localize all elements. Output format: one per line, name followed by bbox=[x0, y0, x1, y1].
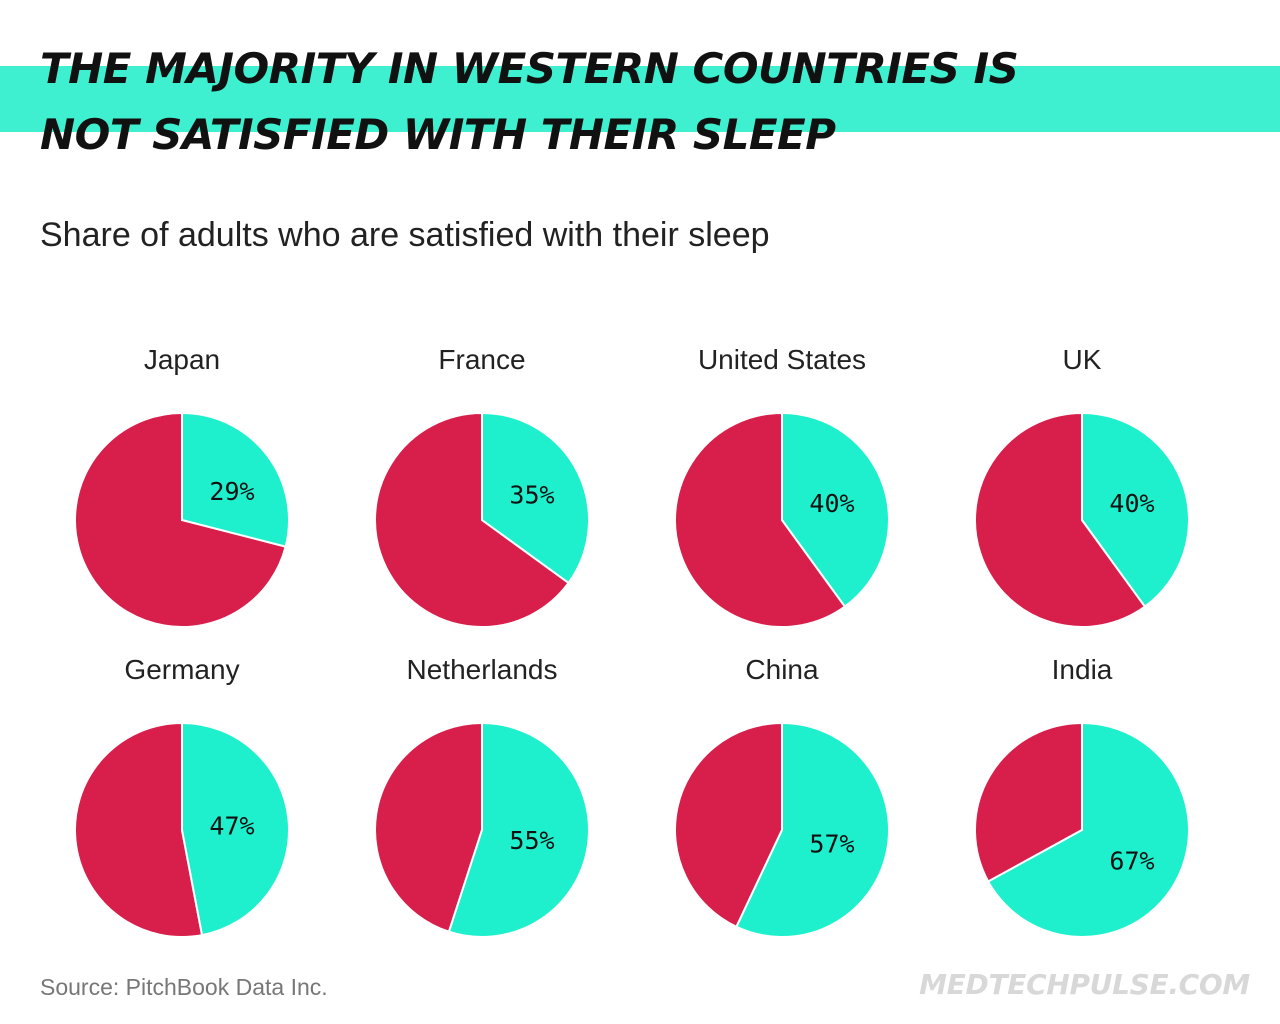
source-note: Source: PitchBook Data Inc. bbox=[40, 974, 328, 1000]
chart-subtitle: Share of adults who are satisfied with t… bbox=[40, 216, 770, 254]
pie-slice-not-satisfied bbox=[674, 721, 783, 929]
pie-country-label: Netherlands bbox=[406, 654, 558, 685]
pie-data-label: 35% bbox=[509, 481, 554, 510]
pie-chart-germany: Germany 47% bbox=[32, 650, 332, 950]
pie-country-label: China bbox=[745, 654, 819, 685]
pie-svg: 40% bbox=[974, 411, 1190, 628]
pie-data-label: 29% bbox=[209, 477, 254, 506]
pie-chart-netherlands: Netherlands 55% bbox=[332, 650, 632, 950]
pie-svg: 40% bbox=[674, 411, 890, 628]
pie-slice-not-satisfied bbox=[674, 411, 847, 628]
pie-data-label: 57% bbox=[809, 830, 854, 859]
title-line-2: NOT SATISFIED WITH THEIR SLEEP bbox=[40, 110, 836, 159]
pie-chart-grid: Japan 29% France 35% United States 40% UK 40% Ge… bbox=[32, 340, 1232, 940]
pie-data-label: 40% bbox=[1109, 489, 1154, 518]
pie-chart-united-states: United States 40% bbox=[632, 340, 932, 640]
pie-svg: 47% bbox=[74, 721, 290, 938]
pie-svg: 55% bbox=[374, 721, 590, 938]
pie-svg: 29% bbox=[74, 411, 290, 628]
pie-slice-not-satisfied bbox=[974, 411, 1147, 628]
page-title: THE MAJORITY IN WESTERN COUNTRIES IS NOT… bbox=[40, 36, 1260, 168]
pie-slice-not-satisfied bbox=[74, 721, 204, 938]
pie-data-label: 55% bbox=[509, 826, 554, 855]
pie-country-label: France bbox=[438, 344, 526, 375]
pie-slice-satisfied bbox=[181, 721, 290, 937]
pie-country-label: UK bbox=[1062, 344, 1102, 375]
pie-slice-not-satisfied bbox=[374, 721, 483, 934]
pie-country-label: India bbox=[1051, 654, 1113, 685]
pie-chart-uk: UK 40% bbox=[932, 340, 1232, 640]
pie-slice-not-satisfied bbox=[974, 721, 1083, 883]
pie-slice-satisfied bbox=[481, 411, 590, 585]
pie-slice-satisfied bbox=[735, 721, 890, 938]
pie-slice-satisfied bbox=[181, 411, 290, 548]
pie-svg: 35% bbox=[374, 411, 590, 628]
title-highlight-band bbox=[0, 66, 1280, 132]
pie-country-label: United States bbox=[697, 344, 867, 375]
pie-slice-not-satisfied bbox=[74, 411, 287, 628]
pie-chart-france: France 35% bbox=[332, 340, 632, 640]
pie-data-label: 47% bbox=[209, 812, 254, 841]
pie-svg: 57% bbox=[674, 721, 890, 938]
pie-chart-japan: Japan 29% bbox=[32, 340, 332, 640]
title-line-1: THE MAJORITY IN WESTERN COUNTRIES IS bbox=[40, 44, 1019, 93]
pie-slice-satisfied bbox=[1081, 411, 1190, 608]
pie-svg: 67% bbox=[974, 721, 1190, 938]
pie-chart-china: China 57% bbox=[632, 650, 932, 950]
pie-data-label: 67% bbox=[1109, 847, 1154, 876]
pie-chart-india: India 67% bbox=[932, 650, 1232, 950]
pie-slice-satisfied bbox=[447, 721, 590, 938]
brand-watermark: MEDTECHPULSE.COM bbox=[919, 968, 1250, 1001]
pie-slice-satisfied bbox=[781, 411, 890, 608]
pie-country-label: Japan bbox=[143, 344, 221, 375]
pie-country-label: Germany bbox=[124, 654, 240, 685]
pie-slice-satisfied bbox=[986, 721, 1190, 938]
pie-data-label: 40% bbox=[809, 489, 854, 518]
pie-slice-not-satisfied bbox=[374, 411, 570, 628]
